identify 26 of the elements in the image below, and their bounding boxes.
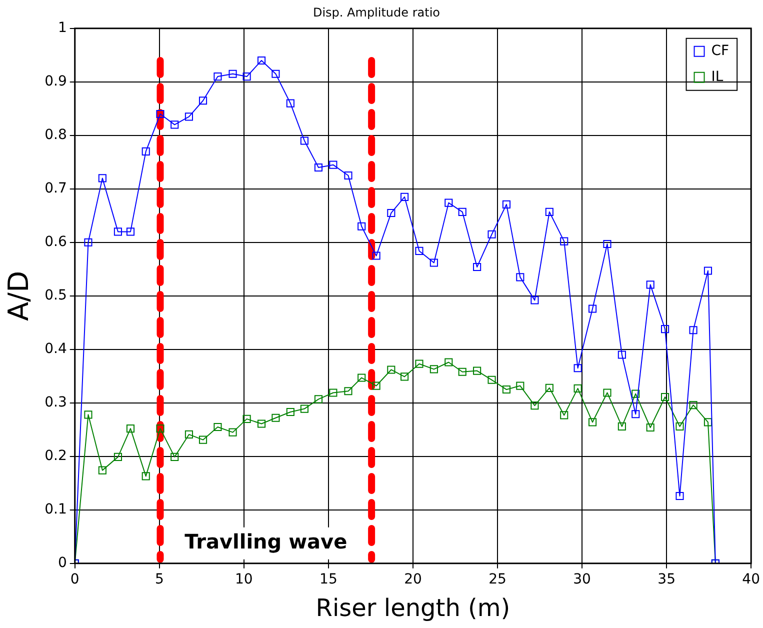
legend-label: CF	[711, 43, 730, 60]
y-axis-title: A/D	[2, 270, 36, 321]
x-tick-label: 20	[404, 571, 422, 588]
legend-label: IL	[711, 69, 724, 86]
y-tick-label: 0.1	[44, 502, 67, 518]
y-tick-label: 0.2	[44, 448, 67, 464]
x-tick-label: 30	[573, 571, 591, 588]
y-tick-label: 0.5	[44, 288, 67, 304]
y-tick-label: 0.3	[44, 394, 67, 411]
y-tick-label: 0.8	[44, 127, 67, 144]
y-tick-label: 0	[58, 555, 67, 572]
x-tick-label: 35	[658, 571, 676, 588]
x-tick-label: 0	[70, 571, 80, 588]
chart-title: Disp. Amplitude ratio	[312, 5, 440, 20]
x-tick-label: 5	[154, 571, 164, 588]
y-tick-label: 0.6	[44, 234, 67, 250]
x-tick-label: 40	[742, 571, 760, 588]
y-tick-label: 0.4	[44, 341, 67, 358]
annotation: Travlling wave	[184, 530, 348, 554]
y-tick-label: 0.7	[44, 180, 67, 197]
x-tick-label: 15	[320, 571, 338, 588]
y-tick-label: 1	[58, 20, 67, 36]
x-axis-title: Riser length (m)	[316, 594, 510, 622]
x-tick-label: 25	[488, 571, 506, 588]
y-tick-label: 0.9	[44, 74, 67, 90]
x-tick-label: 10	[235, 571, 253, 588]
